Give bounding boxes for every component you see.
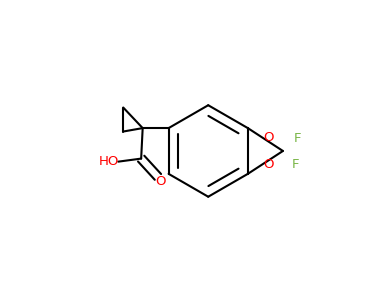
Text: F: F [294, 132, 301, 145]
Text: O: O [263, 131, 274, 144]
Text: O: O [156, 175, 166, 188]
Text: F: F [291, 158, 299, 171]
Text: HO: HO [98, 155, 119, 167]
Text: O: O [263, 158, 274, 171]
